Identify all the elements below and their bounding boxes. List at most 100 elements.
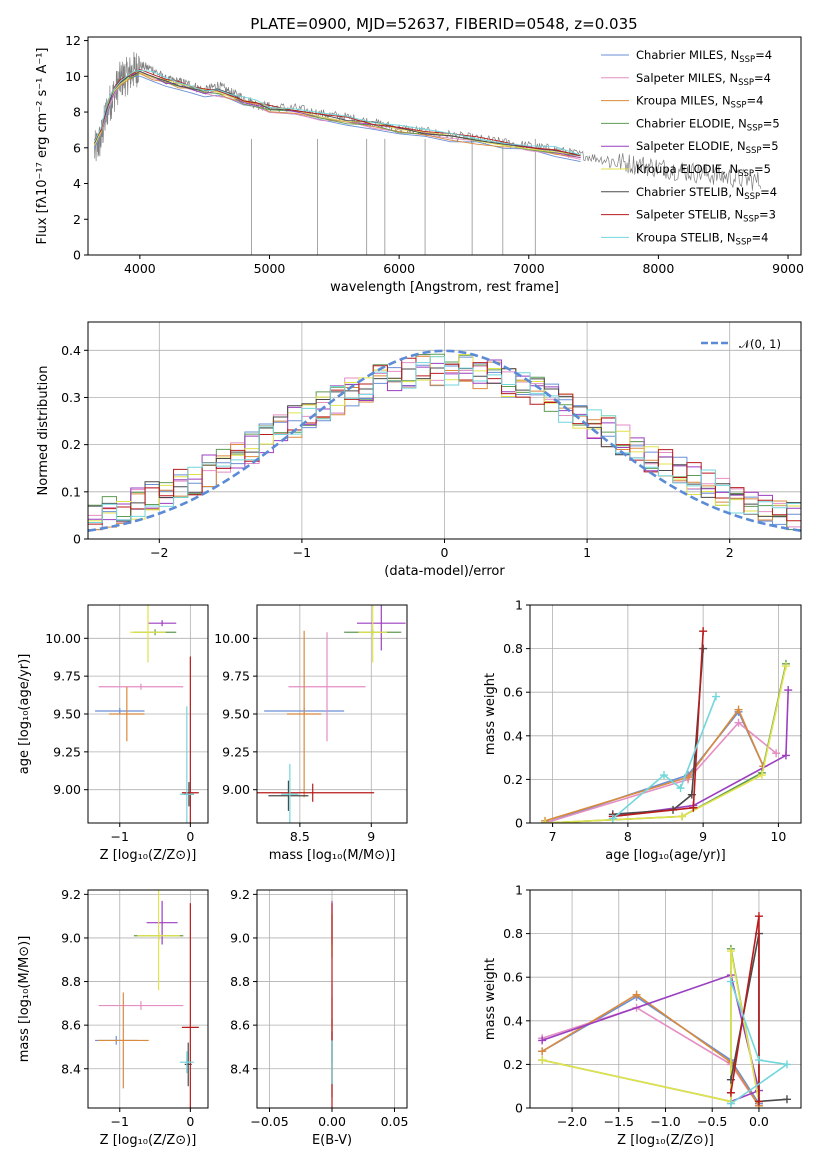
y-axis-label: Flux [fλ10⁻¹⁷ erg cm⁻² s⁻¹ A⁻¹] bbox=[35, 48, 50, 245]
y-tick-label: 8.4 bbox=[230, 1061, 250, 1076]
weight-point-marker bbox=[734, 718, 743, 727]
weight-series-line bbox=[730, 981, 790, 1105]
weight-point-marker bbox=[772, 749, 781, 758]
y-tick-label: 9.00 bbox=[222, 782, 250, 797]
weight-point-marker bbox=[699, 627, 708, 636]
axes-frame bbox=[529, 604, 802, 824]
y-tick-label: 8 bbox=[73, 105, 81, 120]
y-tick-label: 9.25 bbox=[222, 744, 250, 759]
plot-area bbox=[95, 605, 199, 823]
x-tick-label: −0.5 bbox=[697, 1114, 727, 1129]
y-tick-label: 0.4 bbox=[503, 1013, 523, 1028]
y-axis-label: age [log₁₀(age/yr)] bbox=[17, 654, 32, 775]
y-tick-label: 8.8 bbox=[230, 974, 250, 989]
weight-point-marker bbox=[754, 1056, 763, 1065]
model-fit-line bbox=[94, 70, 581, 156]
y-tick-label: 12 bbox=[65, 33, 81, 48]
model-fit-line bbox=[94, 75, 581, 163]
x-tick-label: −2.0 bbox=[557, 1114, 587, 1129]
axes-frame bbox=[256, 604, 408, 824]
x-tick-label: 6000 bbox=[383, 261, 415, 276]
x-tick-label: −1 bbox=[111, 1114, 129, 1129]
x-tick-label: −1.5 bbox=[604, 1114, 634, 1129]
plot-area bbox=[94, 52, 762, 255]
weight-point-marker bbox=[659, 771, 668, 780]
y-axis-label: mass weight bbox=[483, 673, 498, 755]
chart-spectrum: 4000 5000 6000 7000 8000 9000 0 2 4 6 8 10 12 wavelen… bbox=[35, 33, 804, 295]
y-tick-label: 0.8 bbox=[503, 926, 523, 941]
y-tick-label: 0.8 bbox=[503, 641, 523, 656]
x-axis-label: E(B-V) bbox=[312, 1133, 352, 1148]
x-tick-label: −2 bbox=[150, 545, 168, 560]
y-tick-label: 0 bbox=[515, 1101, 523, 1116]
legend-label: Chabrier ELODIE, NSSP=5 bbox=[636, 116, 780, 133]
weight-point-marker bbox=[754, 1097, 763, 1106]
weight-point-marker bbox=[784, 686, 793, 695]
residual-histogram bbox=[88, 356, 801, 523]
y-tick-label: 0 bbox=[73, 248, 81, 263]
y-tick-label: 0 bbox=[515, 816, 523, 831]
weight-series-line bbox=[544, 708, 765, 822]
weight-point-marker bbox=[538, 1047, 547, 1056]
y-tick-label: 9.2 bbox=[230, 887, 250, 902]
y-tick-label: 9.25 bbox=[53, 744, 81, 759]
legend-label: Kroupa MILES, NSSP=4 bbox=[636, 94, 763, 111]
weight-series-line bbox=[544, 710, 765, 823]
weight-point-marker bbox=[782, 1060, 791, 1069]
x-tick-label: 9 bbox=[699, 829, 707, 844]
weight-series-line bbox=[541, 948, 760, 1103]
y-tick-label: 0.1 bbox=[61, 484, 81, 499]
axes-frame bbox=[87, 36, 802, 256]
x-axis-label: (data-model)/error bbox=[384, 564, 505, 579]
axes-frame bbox=[256, 889, 408, 1109]
weight-point-marker bbox=[676, 784, 685, 793]
x-tick-label: 7 bbox=[549, 829, 557, 844]
weight-point-marker bbox=[678, 812, 687, 821]
weight-series-line bbox=[541, 950, 760, 1103]
weight-series-line bbox=[612, 648, 704, 816]
x-tick-label: 0.0 bbox=[749, 1114, 769, 1129]
y-tick-label: 2 bbox=[73, 212, 81, 227]
y-axis-label: mass weight bbox=[483, 958, 498, 1040]
y-tick-label: 10.00 bbox=[45, 631, 81, 646]
x-tick-label: −1.0 bbox=[650, 1114, 680, 1129]
legend-label: Chabrier STELIB, NSSP=4 bbox=[636, 185, 777, 202]
chart-mass-vs-Z: −1 0 8.4 8.6 8.8 9.0 9.2 Z [log₁₀(Z/Z⊙)] mass [l… bbox=[17, 887, 209, 1148]
x-tick-label: 0.05 bbox=[381, 1114, 409, 1129]
x-tick-label: 2 bbox=[726, 545, 734, 560]
weight-series-line bbox=[612, 689, 790, 818]
y-tick-label: 8.4 bbox=[61, 1061, 81, 1076]
x-tick-label: −1 bbox=[111, 829, 129, 844]
weight-series-line bbox=[545, 665, 787, 823]
spectrum-data-line bbox=[94, 52, 762, 191]
weight-series-line bbox=[541, 973, 760, 1103]
y-tick-label: 8.6 bbox=[61, 1018, 81, 1033]
weight-point-marker bbox=[726, 947, 735, 956]
weight-point-marker bbox=[711, 692, 720, 701]
chart-weight-vs-age: 7 8 9 10 0 0.2 0.4 0.6 0.8 1 age [log₁₀(age/yr)] ma… bbox=[483, 598, 802, 863]
x-tick-label: 1 bbox=[583, 545, 591, 560]
weight-point-marker bbox=[726, 1099, 735, 1108]
model-fit-line bbox=[94, 69, 581, 156]
weight-point-marker bbox=[734, 705, 743, 714]
y-tick-label: 4 bbox=[73, 176, 81, 191]
weight-series-line bbox=[544, 721, 777, 823]
x-axis-label: age [log₁₀(age/yr)] bbox=[605, 848, 726, 863]
x-tick-label: 8000 bbox=[642, 261, 674, 276]
plot-area bbox=[88, 349, 801, 533]
x-tick-label: 5000 bbox=[254, 261, 286, 276]
x-tick-label: 0 bbox=[186, 1114, 194, 1129]
y-tick-label: 9.50 bbox=[222, 707, 250, 722]
weight-point-marker bbox=[757, 771, 766, 780]
y-tick-label: 0.6 bbox=[503, 685, 523, 700]
x-tick-label: 7000 bbox=[513, 261, 545, 276]
y-tick-label: 10 bbox=[65, 69, 81, 84]
plot-area bbox=[95, 890, 199, 1108]
chart-mass-vs-EBV: −0.05 0.00 0.05 8.4 8.6 8.8 9.0 9.2 E(B-V) bbox=[230, 887, 409, 1148]
weight-point-marker bbox=[689, 803, 698, 812]
y-tick-label: 0.2 bbox=[503, 1057, 523, 1072]
x-tick-label: 8 bbox=[624, 829, 632, 844]
x-axis-label: Z [log₁₀(Z/Z⊙)] bbox=[100, 848, 197, 863]
y-tick-label: 0.3 bbox=[61, 390, 81, 405]
